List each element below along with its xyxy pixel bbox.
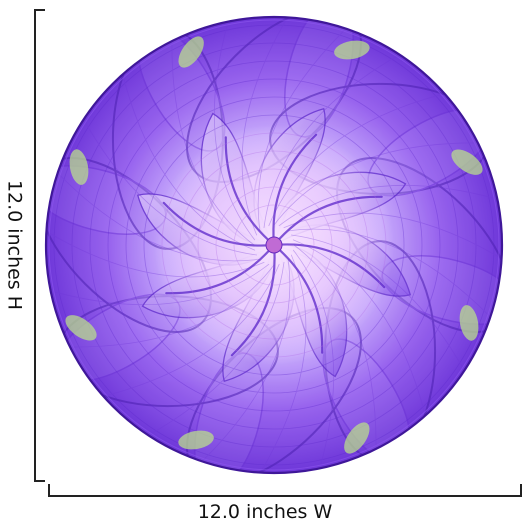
fine-curve: [59, 174, 261, 262]
fine-ring: [215, 186, 333, 304]
fine-curve: [150, 261, 285, 435]
green-accent: [69, 149, 89, 185]
fine-ring: [125, 96, 423, 394]
fine-ring: [161, 132, 387, 358]
fine-ring: [53, 24, 495, 466]
fine-curve: [241, 19, 287, 236]
fine-ring: [107, 78, 441, 412]
fine-curve: [273, 142, 475, 226]
fine-curve: [213, 24, 256, 241]
fine-curve: [257, 30, 345, 232]
fine-curve: [268, 94, 442, 227]
width-bracket-left: [48, 484, 50, 496]
spiral-arm: [272, 243, 386, 289]
green-accent: [451, 149, 483, 175]
fine-curve: [73, 264, 275, 348]
fine-curve: [53, 263, 270, 306]
green-accent: [178, 430, 214, 450]
spiral-arm: [272, 133, 318, 247]
height-bracket-top: [34, 9, 45, 11]
fine-curve: [283, 212, 500, 258]
green-accent: [334, 40, 370, 60]
fine-ring: [233, 204, 315, 286]
spiral-arm: [162, 201, 276, 247]
height-bracket-bottom: [34, 480, 45, 482]
fine-ring: [197, 168, 351, 322]
width-bracket-right: [520, 484, 522, 496]
fine-curve: [106, 263, 280, 396]
fine-curve: [278, 184, 495, 227]
green-accent: [65, 315, 97, 341]
fine-ring: [89, 60, 459, 430]
height-bracket-line: [34, 9, 36, 482]
green-accent: [178, 36, 204, 68]
fine-curve: [203, 258, 291, 460]
fine-curve: [292, 239, 425, 413]
green-accent: [344, 422, 370, 454]
spiral-arm: [230, 243, 276, 357]
fine-curve: [292, 249, 335, 466]
width-label: 12.0 inches W: [197, 501, 333, 523]
fine-curve: [293, 244, 377, 446]
fine-ring: [143, 114, 405, 376]
fine-curve: [84, 121, 258, 256]
spiral-arm: [272, 243, 324, 354]
fine-curve: [287, 228, 489, 316]
fine-ring: [71, 42, 477, 448]
width-bracket-line: [48, 495, 522, 497]
fine-curve: [263, 55, 398, 229]
fine-curve: [290, 234, 464, 369]
height-label: 12.0 inches H: [3, 179, 26, 311]
spiral-arm: [165, 243, 276, 295]
fine-curve: [48, 232, 265, 278]
fine-curve: [123, 77, 256, 251]
green-accent: [459, 305, 479, 341]
fine-ring: [179, 150, 369, 340]
fine-curve: [171, 44, 255, 246]
fine-curve: [261, 254, 307, 471]
center-core: [265, 236, 283, 254]
spiral-arm: [224, 136, 276, 247]
spiral-arm: [272, 195, 383, 247]
